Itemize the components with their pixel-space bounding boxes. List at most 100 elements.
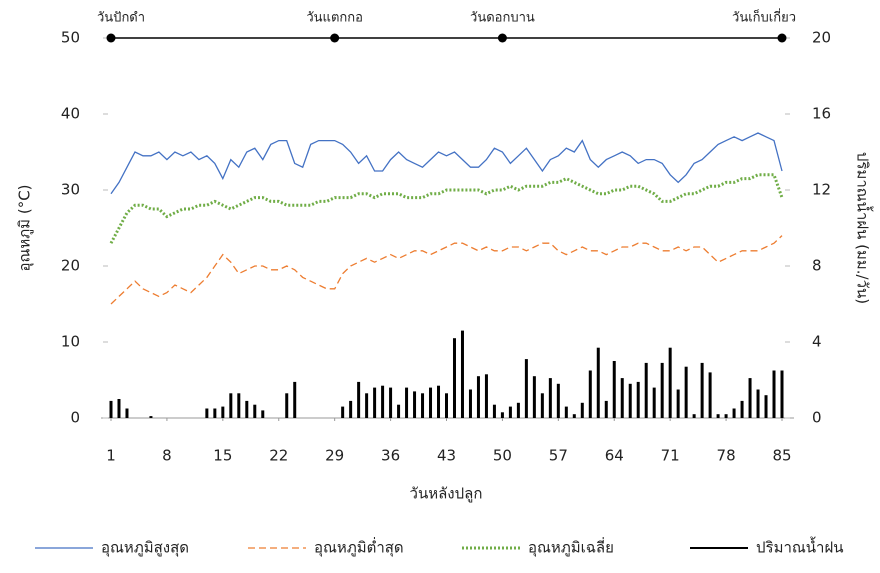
x-tick-label: 43 — [437, 447, 456, 465]
rain-bar — [525, 359, 528, 418]
rain-bar — [125, 409, 128, 419]
rain-bar — [365, 393, 368, 418]
x-tick-label: 29 — [325, 447, 344, 465]
rain-bar — [253, 405, 256, 418]
rain-bar — [557, 384, 560, 418]
rain-bar — [645, 363, 648, 418]
legend-label: อุณหภูมิต่ำสุด — [314, 537, 404, 558]
rain-bar — [629, 384, 632, 418]
x-tick-label: 71 — [661, 447, 680, 465]
rain-bar — [397, 405, 400, 418]
y2-tick-label: 20 — [812, 29, 831, 47]
legend-label: อุณหภูมิสูงสุด — [101, 539, 189, 558]
rain-bar — [213, 409, 216, 419]
y2-axis-title: ปริมาณน้ำฝน (มม./วัน) — [854, 152, 874, 304]
rain-bar — [349, 401, 352, 418]
rain-bar — [749, 378, 752, 418]
rain-bar — [653, 388, 656, 418]
rain-bar — [509, 407, 512, 418]
rain-bar — [237, 393, 240, 418]
x-tick-label: 15 — [213, 447, 232, 465]
y-tick-label: 0 — [70, 409, 80, 427]
rain-bar — [637, 382, 640, 418]
rain-bar — [357, 382, 360, 418]
rain-bar — [693, 414, 696, 418]
series-line — [111, 133, 782, 194]
rain-bar — [381, 386, 384, 418]
rain-bar — [149, 416, 152, 418]
rain-bar — [229, 393, 232, 418]
rain-bar — [701, 363, 704, 418]
x-tick-label: 57 — [549, 447, 568, 465]
rain-bar — [621, 378, 624, 418]
rain-bar — [445, 393, 448, 418]
rain-bar — [413, 391, 416, 418]
rain-bar — [565, 407, 568, 418]
x-tick-label: 22 — [269, 447, 288, 465]
y-tick-label: 50 — [61, 29, 80, 47]
rain-bar — [613, 361, 616, 418]
rain-bar — [725, 414, 728, 418]
rain-bar — [549, 378, 552, 418]
rain-bar — [221, 407, 224, 418]
legend-label: ปริมาณน้ำฝน — [756, 537, 844, 557]
rain-bar — [437, 386, 440, 418]
rain-bar — [685, 367, 688, 418]
chart: อุณหภูมิ (°C) ปริมาณน้ำฝน (มม./วัน) วันห… — [0, 0, 880, 573]
x-tick-label: 78 — [717, 447, 736, 465]
rain-bar — [341, 407, 344, 418]
legend-label: อุณหภูมิเฉลี่ย — [528, 537, 614, 558]
rain-bar — [757, 390, 760, 419]
rain-bar — [661, 363, 664, 418]
rain-bar — [573, 414, 576, 418]
rain-bar — [589, 371, 592, 419]
x-tick-label: 36 — [381, 447, 400, 465]
rain-bar — [501, 412, 504, 418]
rain-bar — [597, 348, 600, 418]
series-line — [111, 236, 782, 304]
rain-bar — [453, 338, 456, 418]
milestone-dot — [778, 34, 787, 43]
rain-bar — [461, 331, 464, 418]
series-line — [111, 175, 782, 243]
milestone-label: วันเก็บเกี่ยว — [732, 8, 796, 26]
rain-bar — [733, 409, 736, 419]
rain-bar — [485, 374, 488, 418]
x-tick-label: 64 — [605, 447, 624, 465]
rain-bar — [517, 403, 520, 418]
rain-bar — [533, 376, 536, 418]
rain-bar — [781, 371, 784, 419]
y-axis-title: อุณหภูมิ (°C) — [16, 184, 35, 271]
rain-bar — [605, 401, 608, 418]
rain-bar — [261, 410, 264, 418]
rain-bar — [765, 395, 768, 418]
milestone-dot — [498, 34, 507, 43]
rain-bar — [205, 409, 208, 419]
rain-bar — [669, 348, 672, 418]
milestone-dot — [330, 34, 339, 43]
rain-bar — [285, 393, 288, 418]
x-tick-label: 85 — [772, 447, 791, 465]
y2-tick-label: 0 — [812, 409, 822, 427]
rain-bar — [677, 390, 680, 419]
y2-tick-label: 12 — [812, 181, 831, 199]
rain-bar — [245, 401, 248, 418]
rain-bar — [421, 393, 424, 418]
x-axis-title: วันหลังปลูก — [410, 485, 483, 503]
rain-bar — [741, 401, 744, 418]
y2-tick-label: 4 — [812, 333, 822, 351]
milestone-label: วันดอกบาน — [470, 11, 535, 26]
milestone-label: วันแตกกอ — [306, 11, 363, 26]
rain-bar — [477, 376, 480, 418]
rain-bar — [373, 388, 376, 418]
rain-bar — [469, 390, 472, 419]
rain-bar — [581, 403, 584, 418]
y-tick-label: 40 — [61, 105, 80, 123]
y-tick-label: 20 — [61, 257, 80, 275]
y-tick-label: 30 — [61, 181, 80, 199]
rain-bar — [389, 388, 392, 418]
rain-bar — [429, 388, 432, 418]
rain-bar — [773, 371, 776, 419]
rain-bar — [293, 382, 296, 418]
y2-tick-label: 16 — [812, 105, 831, 123]
